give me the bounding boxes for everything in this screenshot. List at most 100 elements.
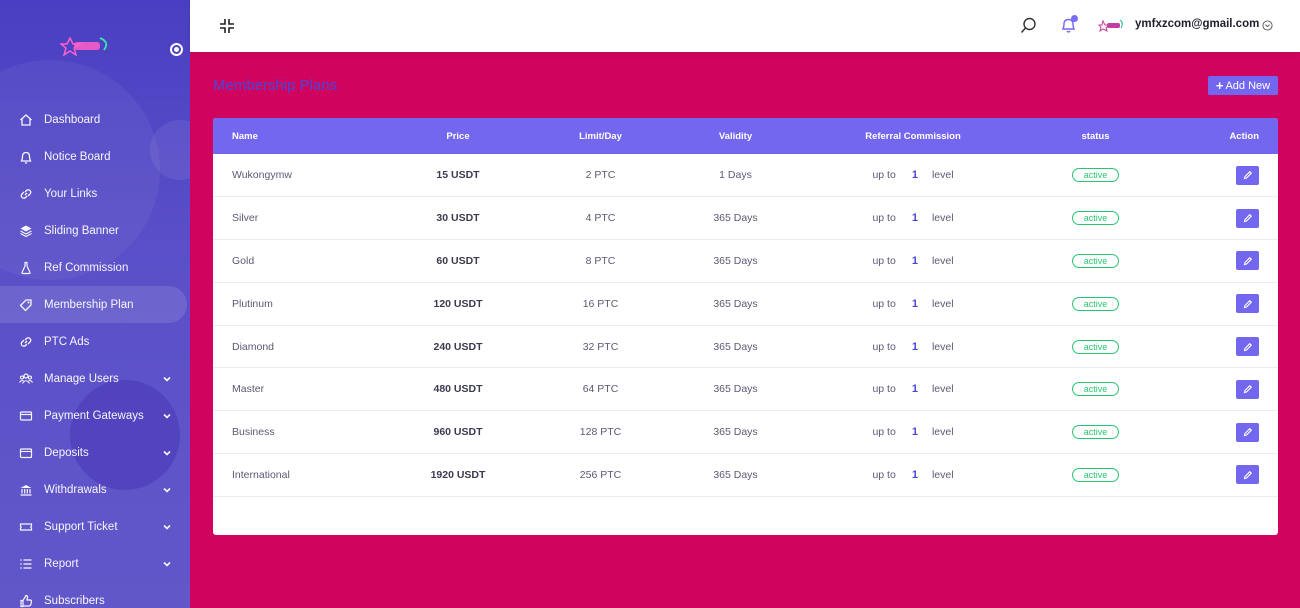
table-body: Wukongymw 15 USDT 2 PTC 1 Days up to 1 level ac… — [213, 154, 1278, 497]
ref-suffix: level — [931, 468, 954, 481]
status-cell: active — [1018, 154, 1173, 197]
sidebar-item-notice-board[interactable]: Notice Board — [0, 138, 190, 175]
sidebar-item-withdrawals[interactable]: Withdrawals — [0, 471, 190, 508]
ref-prefix: up to — [872, 254, 896, 267]
edit-button[interactable] — [1236, 251, 1259, 271]
sidebar-item-label: Your Links — [44, 187, 98, 200]
plan-name: Diamond — [232, 340, 275, 353]
topbar: ymfxzcom@gmail.com — [190, 0, 1300, 52]
edit-button[interactable] — [1236, 422, 1259, 442]
plan-name: Plutinum — [232, 297, 273, 310]
sidebar-item-ptc-ads[interactable]: PTC Ads — [0, 323, 190, 360]
chevron-down-icon — [163, 413, 171, 419]
status-badge: active — [1071, 467, 1120, 482]
notification-bell-icon[interactable] — [1060, 16, 1077, 34]
edit-button[interactable] — [1236, 465, 1259, 485]
sidebar-item-membership-plan[interactable]: Membership Plan — [0, 286, 187, 323]
ref-suffix: level — [931, 212, 954, 225]
action-cell — [1173, 282, 1278, 325]
sidebar-item-label: Notice Board — [44, 150, 111, 163]
edit-button[interactable] — [1236, 208, 1259, 228]
referral-commission: up to 1 level — [808, 325, 1018, 368]
plan-validity: 365 Days — [713, 426, 758, 439]
pencil-icon — [1243, 342, 1252, 351]
table-row: Plutinum 120 USDT 16 PTC 365 Days up to 1 leve… — [213, 282, 1278, 326]
ref-prefix: up to — [872, 468, 896, 481]
sidebar-item-subscribers[interactable]: Subscribers — [0, 582, 190, 608]
plan-limit: 8 PTC — [585, 254, 616, 267]
header-validity: Validity — [718, 130, 753, 142]
status-badge: active — [1071, 425, 1120, 440]
sidebar-item-ref-commission[interactable]: Ref Commission — [0, 249, 190, 286]
ref-level: 1 — [911, 254, 918, 267]
sidebar-item-manage-users[interactable]: Manage Users — [0, 360, 190, 397]
home-icon — [20, 113, 32, 126]
sidebar-item-label: Dashboard — [44, 113, 101, 126]
sidebar-item-payment-gateways[interactable]: Payment Gateways — [0, 397, 190, 434]
plan-limit: 4 PTC — [585, 212, 616, 225]
plan-limit: 64 PTC — [582, 383, 619, 396]
chevron-down-icon[interactable] — [1262, 20, 1273, 31]
edit-button[interactable] — [1236, 165, 1259, 185]
tag-icon — [19, 298, 32, 311]
avatar[interactable] — [1098, 18, 1124, 32]
plan-limit: 256 PTC — [579, 468, 622, 481]
sidebar-item-label: Support Ticket — [44, 520, 118, 533]
notification-badge — [1071, 15, 1078, 22]
ref-prefix: up to — [872, 426, 896, 439]
sidebar-item-deposits[interactable]: Deposits — [0, 434, 190, 471]
page-title: Membership Plans — [213, 77, 338, 94]
sidebar-toggle-icon[interactable] — [170, 43, 183, 56]
search-icon[interactable] — [1020, 17, 1037, 34]
plan-validity: 365 Days — [713, 254, 758, 267]
link-icon — [20, 188, 32, 199]
plan-validity: 1 Days — [719, 169, 752, 182]
edit-button[interactable] — [1236, 294, 1259, 314]
chevron-down-icon — [163, 376, 171, 382]
action-cell — [1173, 154, 1278, 197]
plan-name: Business — [232, 426, 275, 439]
ref-suffix: level — [931, 254, 954, 267]
ref-prefix: up to — [872, 383, 896, 396]
sidebar-item-dashboard[interactable]: Dashboard — [0, 101, 190, 138]
referral-commission: up to 1 level — [808, 411, 1018, 454]
plan-name: Wukongymw — [232, 169, 292, 182]
action-cell — [1173, 325, 1278, 368]
sidebar-item-your-links[interactable]: Your Links — [0, 175, 190, 212]
ticket-icon — [19, 522, 33, 531]
list-icon — [20, 558, 32, 569]
users-icon — [19, 372, 33, 384]
ref-prefix: up to — [872, 212, 896, 225]
ref-prefix: up to — [872, 297, 896, 310]
status-cell: active — [1018, 411, 1173, 454]
header-price: Price — [446, 130, 470, 142]
header-name: Name — [232, 130, 258, 142]
ref-prefix: up to — [872, 340, 896, 353]
status-badge: active — [1071, 296, 1120, 311]
plan-price: 60 USDT — [436, 254, 480, 267]
plus-icon: + — [1215, 78, 1224, 93]
sidebar-item-label: Withdrawals — [44, 483, 107, 496]
plan-name: Silver — [232, 212, 259, 225]
plan-limit: 128 PTC — [579, 426, 622, 439]
sidebar: Dashboard Notice Board Your Links Sliding B… — [0, 0, 190, 608]
plan-validity: 365 Days — [713, 297, 758, 310]
sidebar-item-support-ticket[interactable]: Support Ticket — [0, 508, 190, 545]
status-badge: active — [1071, 339, 1120, 354]
add-new-button[interactable]: + Add New — [1208, 76, 1278, 95]
action-cell — [1173, 240, 1278, 283]
ref-suffix: level — [931, 297, 954, 310]
user-email[interactable]: ymfxzcom@gmail.com — [1135, 18, 1260, 30]
edit-button[interactable] — [1236, 337, 1259, 357]
sidebar-item-label: Subscribers — [44, 594, 105, 607]
ref-level: 1 — [911, 383, 918, 396]
collapse-icon[interactable] — [219, 18, 235, 34]
table-row: Wukongymw 15 USDT 2 PTC 1 Days up to 1 level ac… — [213, 154, 1278, 197]
logo[interactable] — [60, 34, 112, 56]
sidebar-item-label: Payment Gateways — [44, 409, 144, 422]
edit-button[interactable] — [1236, 379, 1259, 399]
sidebar-item-report[interactable]: Report — [0, 545, 190, 582]
pencil-icon — [1243, 299, 1252, 309]
plan-validity: 365 Days — [713, 340, 758, 353]
sidebar-item-sliding-banner[interactable]: Sliding Banner — [0, 212, 190, 249]
